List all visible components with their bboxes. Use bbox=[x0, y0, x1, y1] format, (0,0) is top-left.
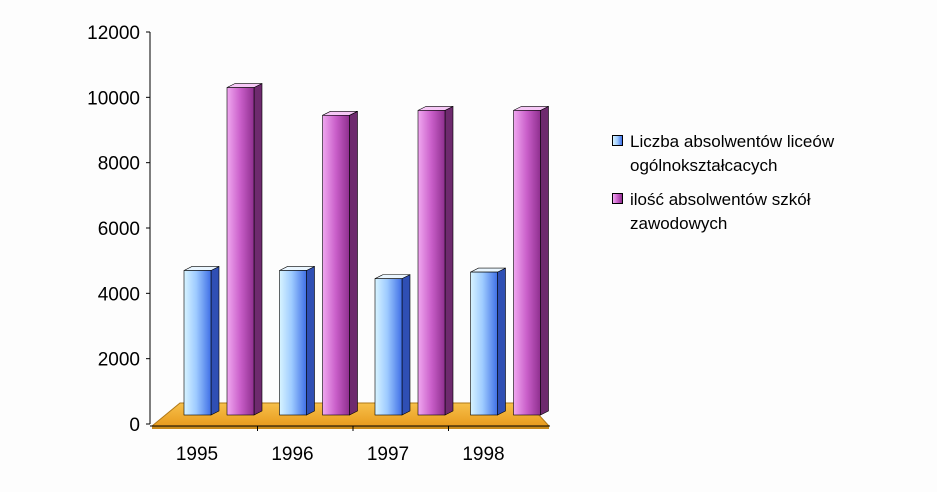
x-tick-label: 1996 bbox=[271, 444, 313, 465]
bar-licea-1996 bbox=[279, 265, 315, 416]
legend-item-series-2: ilość absolwentów szkół zawodowych bbox=[612, 188, 912, 236]
bar-front-face bbox=[226, 87, 255, 416]
bar-side-face bbox=[349, 110, 358, 416]
y-tick-label: 8000 bbox=[98, 154, 140, 175]
bar-front-face bbox=[183, 270, 212, 416]
legend-item-series-1: Liczba absolwentów liceów ogólnokształca… bbox=[612, 130, 912, 178]
bar-front-face bbox=[417, 110, 446, 416]
y-tick-label: 4000 bbox=[98, 284, 140, 305]
x-tick-label: 1995 bbox=[176, 444, 218, 465]
bar-side-face bbox=[540, 105, 549, 416]
bar-side-face bbox=[497, 267, 506, 416]
bar-front-face bbox=[470, 271, 498, 416]
legend-label-series-2: ilość absolwentów szkół zawodowych bbox=[630, 190, 811, 233]
bar-front-face bbox=[374, 278, 403, 416]
x-tick-label: 1997 bbox=[367, 444, 409, 465]
bar-zawodowe-1995 bbox=[226, 83, 263, 416]
chart-labels: 0 2000 4000 6000 8000 10000 12000 1995 1996 1997 1… bbox=[87, 23, 504, 465]
y-tick-label: 2000 bbox=[98, 350, 140, 371]
bar-licea-1995 bbox=[183, 265, 220, 416]
chart-legend: Liczba absolwentów liceów ogólnokształca… bbox=[612, 130, 912, 246]
bar-licea-1998 bbox=[470, 267, 506, 416]
legend-swatch-series-1 bbox=[612, 135, 623, 146]
y-tick-label: 6000 bbox=[98, 219, 140, 240]
chart-axes bbox=[146, 31, 550, 431]
legend-label-series-1: Liczba absolwentów liceów ogólnokształca… bbox=[630, 132, 835, 175]
bar-side-face bbox=[253, 83, 263, 416]
bar-side-face bbox=[306, 265, 315, 416]
bar-side-face bbox=[401, 274, 411, 416]
y-tick-label: 12000 bbox=[87, 23, 140, 44]
bar-front-face bbox=[322, 115, 350, 416]
bar-side-face bbox=[210, 265, 220, 416]
bar-zawodowe-1998 bbox=[513, 105, 549, 416]
chart-bars bbox=[183, 83, 549, 416]
bar-front-face bbox=[513, 110, 541, 416]
bar-front-face bbox=[279, 270, 307, 416]
bar-side-face bbox=[444, 105, 454, 416]
x-tick-label: 1998 bbox=[462, 444, 504, 465]
y-tick-label: 0 bbox=[129, 415, 140, 436]
chart-floor-edge bbox=[152, 426, 549, 429]
legend-swatch-series-2 bbox=[612, 193, 623, 204]
bar-zawodowe-1996 bbox=[322, 110, 358, 416]
y-tick-label: 10000 bbox=[87, 88, 140, 109]
bar-zawodowe-1997 bbox=[417, 105, 454, 416]
bar-licea-1997 bbox=[374, 274, 411, 416]
